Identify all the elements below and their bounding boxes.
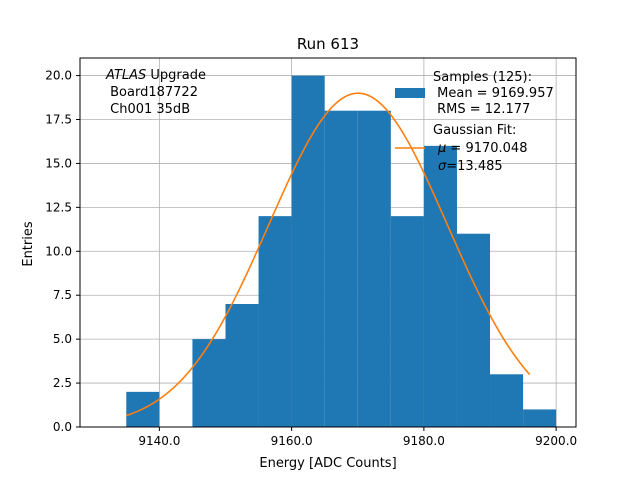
legend-fit-sigma: σ=13.485 <box>438 159 503 174</box>
annotation-upgrade: Upgrade <box>146 68 206 83</box>
histogram-bar-4 <box>258 216 292 427</box>
x-tick-label-1: 9160.0 <box>271 434 313 448</box>
annotation-channel: Ch001 35dB <box>106 102 190 117</box>
annotation-line-1: ATLAS Upgrade <box>105 68 206 83</box>
histogram-bar-2 <box>192 339 226 427</box>
y-tick-label-2: 5.0 <box>53 332 72 346</box>
annotation-board: Board187722 <box>106 85 198 100</box>
histogram-bar-8 <box>390 216 424 427</box>
histogram-bar-6 <box>324 110 358 427</box>
y-axis-label: Entries <box>21 221 36 267</box>
legend-samples-rms: RMS = 12.177 <box>433 102 530 117</box>
histogram-bar-5 <box>291 75 325 428</box>
y-tick-label-3: 7.5 <box>53 288 72 302</box>
legend-samples-title: Samples (125): <box>433 70 532 85</box>
annotation-atlas: ATLAS <box>105 68 146 83</box>
histogram-bar-11 <box>490 374 524 427</box>
y-tick-label-6: 15.0 <box>45 156 72 170</box>
legend-sigma-value: =13.485 <box>446 159 502 174</box>
x-tick-label-3: 9200.0 <box>535 434 577 448</box>
y-tick-label-1: 2.5 <box>53 376 72 390</box>
legend-fit-title: Gaussian Fit: <box>433 123 516 138</box>
x-tick-label-2: 9180.0 <box>403 434 445 448</box>
y-tick-label-0: 0.0 <box>53 420 72 434</box>
y-tick-label-8: 20.0 <box>45 69 72 83</box>
y-tick-label-4: 10.0 <box>45 244 72 258</box>
histogram-bar-7 <box>357 110 391 427</box>
chart-title: Run 613 <box>297 35 359 53</box>
legend-mu-symbol: μ <box>437 141 446 156</box>
legend-mu-value: = 9170.048 <box>446 141 527 156</box>
x-axis-label: Energy [ADC Counts] <box>259 456 396 471</box>
legend-samples-mean: Mean = 9169.957 <box>433 86 554 101</box>
ticks-layer: 9140.0 9160.0 9180.0 9200.0 0.0 2.5 5.0 7.5 10.0… <box>45 69 577 448</box>
gaussian-fit-curve <box>126 92 531 417</box>
plot-frame <box>79 57 577 428</box>
y-tick-label-5: 12.5 <box>45 200 72 214</box>
bars-layer <box>126 75 557 428</box>
histogram-bar-10 <box>456 233 491 427</box>
legend-samples-swatch <box>395 88 425 98</box>
annotation-box: ATLAS Upgrade Board187722 Ch001 35dB <box>105 68 206 117</box>
x-tick-label-0: 9140.0 <box>138 434 180 448</box>
histogram-bar-3 <box>225 304 259 427</box>
legend: Samples (125): Mean = 9169.957 RMS = 12.… <box>395 70 554 174</box>
histogram-bar-12 <box>523 409 557 427</box>
legend-sigma-symbol: σ <box>438 159 447 174</box>
legend-fit-mu: μ = 9170.048 <box>437 141 527 156</box>
y-tick-label-7: 17.5 <box>45 113 72 127</box>
histogram-bar-9 <box>423 145 457 427</box>
